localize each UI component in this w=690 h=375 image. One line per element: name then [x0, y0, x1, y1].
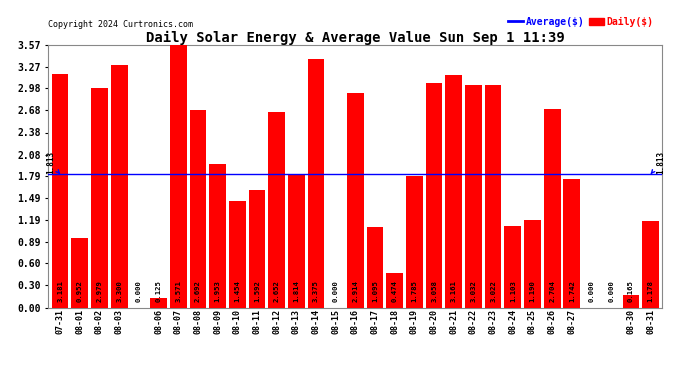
- Text: 2.914: 2.914: [353, 280, 358, 302]
- Bar: [386, 273, 403, 308]
- Bar: [544, 109, 560, 308]
- Text: 0.474: 0.474: [392, 280, 397, 302]
- Text: 3.300: 3.300: [116, 280, 122, 302]
- Text: 1.814: 1.814: [293, 280, 299, 302]
- Legend: Average($), Daily($): Average($), Daily($): [504, 13, 658, 31]
- Text: 0.125: 0.125: [155, 280, 161, 302]
- Bar: [308, 59, 324, 308]
- Bar: [288, 174, 305, 308]
- Text: 3.181: 3.181: [57, 280, 63, 302]
- Bar: [446, 75, 462, 307]
- Bar: [406, 176, 423, 308]
- Bar: [209, 164, 226, 308]
- Bar: [504, 226, 521, 308]
- Bar: [642, 221, 659, 308]
- Bar: [248, 190, 265, 308]
- Bar: [170, 45, 186, 308]
- Bar: [52, 74, 68, 308]
- Text: 2.979: 2.979: [97, 280, 103, 302]
- Text: Copyright 2024 Curtronics.com: Copyright 2024 Curtronics.com: [48, 20, 193, 29]
- Text: 3.022: 3.022: [490, 280, 496, 302]
- Text: 2.652: 2.652: [274, 280, 279, 302]
- Bar: [268, 112, 285, 308]
- Bar: [524, 220, 541, 308]
- Text: 1.813: 1.813: [651, 151, 665, 174]
- Text: 0.000: 0.000: [589, 280, 595, 302]
- Text: 0.165: 0.165: [628, 280, 634, 302]
- Text: 1.095: 1.095: [372, 280, 378, 302]
- Text: 1.813: 1.813: [46, 151, 59, 174]
- Bar: [465, 84, 482, 308]
- Text: 3.161: 3.161: [451, 280, 457, 302]
- Text: 0.000: 0.000: [608, 280, 614, 302]
- Text: 1.190: 1.190: [529, 280, 535, 302]
- Text: 1.953: 1.953: [215, 280, 221, 302]
- Title: Daily Solar Energy & Average Value Sun Sep 1 11:39: Daily Solar Energy & Average Value Sun S…: [146, 31, 564, 45]
- Text: 2.704: 2.704: [549, 280, 555, 302]
- Text: 1.742: 1.742: [569, 280, 575, 302]
- Bar: [72, 237, 88, 308]
- Bar: [564, 179, 580, 308]
- Bar: [622, 296, 639, 307]
- Bar: [366, 227, 384, 308]
- Text: 0.952: 0.952: [77, 280, 83, 302]
- Bar: [150, 298, 167, 307]
- Bar: [426, 82, 442, 308]
- Text: 1.592: 1.592: [254, 280, 260, 302]
- Text: 3.058: 3.058: [431, 280, 437, 302]
- Text: 3.571: 3.571: [175, 280, 181, 302]
- Text: 3.032: 3.032: [471, 280, 477, 302]
- Bar: [485, 85, 502, 308]
- Text: 0.000: 0.000: [333, 280, 339, 302]
- Bar: [347, 93, 364, 308]
- Bar: [91, 88, 108, 308]
- Text: 3.375: 3.375: [313, 280, 319, 302]
- Text: 0.000: 0.000: [136, 280, 142, 302]
- Bar: [190, 110, 206, 308]
- Text: 1.178: 1.178: [648, 280, 653, 302]
- Text: 1.454: 1.454: [234, 280, 240, 302]
- Bar: [111, 65, 128, 308]
- Text: 1.785: 1.785: [411, 280, 417, 302]
- Text: 1.103: 1.103: [510, 280, 516, 302]
- Text: 2.692: 2.692: [195, 280, 201, 302]
- Bar: [229, 201, 246, 308]
